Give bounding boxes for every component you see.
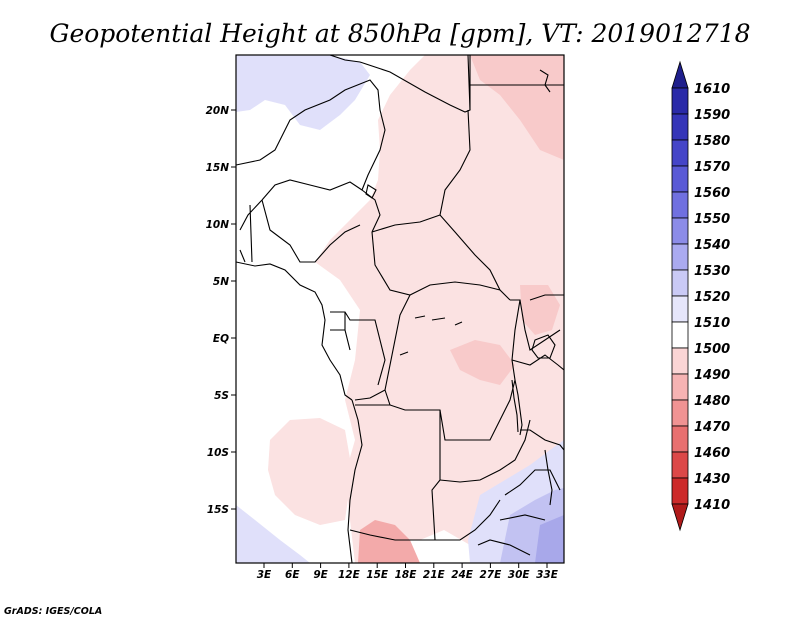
colorbar-label: 1610 [694,82,730,97]
lon-tick-label: 33E [536,569,559,581]
contour-pink-mid-east [520,285,560,335]
contour-pink-light [315,55,564,563]
coastline-southwest-africa [347,399,363,563]
colorbar-swatch [671,243,689,271]
colorbar-label: 1490 [694,368,730,383]
colorbar-label: 1570 [694,160,730,175]
lon-tick-label: 30E [508,569,531,581]
lat-tick-label: 15N [206,162,230,174]
colorbar-top-arrow [671,60,689,89]
lake-chad [365,184,377,199]
contour-blue-strong-southeast [535,515,564,563]
latitude-axis: 20N 15N 10N 5N EQ 5S 10S 15S [206,105,236,516]
colorbar-label: 1520 [694,290,730,305]
colorbar-label: 1560 [694,186,730,201]
colorbar-swatch [671,451,689,479]
colorbar-swatch [671,321,689,349]
lat-tick-label: 15S [207,504,229,516]
colorbar-label: 1410 [694,498,730,513]
lake-victoria [531,334,556,359]
colorbar-swatch [671,191,689,219]
border-nigeria [261,179,363,263]
map-frame [235,54,565,564]
longitude-axis: 3E 6E 9E 12E 15E 18E 21E 24E 27E 30E 33E [257,563,559,581]
colorbar-label: 1500 [694,342,730,357]
border-east-africa [511,294,564,371]
colorbar-swatch [671,139,689,167]
lon-tick-label: 15E [366,569,389,581]
colorbar-swatch [671,165,689,193]
colorbar-label: 1590 [694,108,730,123]
border-libya-egypt [329,55,471,113]
border-car [371,214,511,301]
lake-malawi [544,449,553,506]
lon-tick-label: 12E [338,569,361,581]
colorbar-swatch [671,295,689,323]
border-tanzania-mozambique [477,429,564,556]
contour-pink-mid-north [470,55,564,160]
colorbar-label: 1430 [694,472,730,487]
lon-tick-label: 21E [423,569,446,581]
lon-tick-label: 27E [480,569,503,581]
colorbar-swatch [671,425,689,453]
chart-title: Geopotential Height at 850hPa [gpm], VT:… [49,19,750,48]
colorbar-swatch [671,113,689,141]
lat-tick-label: 10S [207,447,229,459]
lon-tick-label: 6E [285,569,300,581]
colorbar-label: 1580 [694,134,730,149]
colorbar-swatch [671,477,689,505]
colorbar-swatch [671,373,689,401]
colorbar-swatch [671,269,689,297]
border-zambia [435,419,531,541]
colorbar-label: 1460 [694,446,730,461]
lon-tick-label: 3E [257,569,272,581]
contour-pink-mid-central [450,340,515,385]
contour-pink-light-southwest [268,418,352,525]
lat-tick-label: 5S [214,390,229,402]
contour-pink-strong-southwest [358,520,420,563]
contour-blue-light-southwest [236,505,310,563]
colorbar-label: 1540 [694,238,730,253]
colorbar-swatch [671,399,689,427]
coastline-west-africa [236,261,353,401]
lon-tick-label: 18E [395,569,418,581]
border-ghana-ivory [239,199,263,263]
colorbar-label: 1480 [694,394,730,409]
lat-tick-label: EQ [213,333,229,345]
map-panel [235,54,565,564]
colorbar-legend: 1610 1590 1580 1570 1560 1550 1540 1530 1520 1510… [671,60,730,532]
border-gabon-congo [330,311,386,386]
colorbar-bottom-arrow [671,503,689,532]
border-drc [354,294,521,441]
lat-tick-label: 20N [206,105,230,117]
colorbar-swatch [671,347,689,375]
lon-tick-label: 24E [451,569,474,581]
colorbar-label: 1550 [694,212,730,227]
colorbar-swatch [671,87,689,115]
lake-tanganyika [511,379,523,436]
colorbar-swatch [671,217,689,245]
colorbar-label: 1470 [694,420,730,435]
contour-fill-layer [236,55,564,563]
lon-tick-label: 9E [313,569,328,581]
lat-tick-label: 10N [206,219,230,231]
coastline-red-sea [539,69,551,93]
grads-credit: GrADS: IGES/COLA [4,606,102,617]
border-angola [349,404,441,541]
country-borders [236,55,564,563]
contour-blue-light-northwest [236,55,370,130]
colorbar-label: 1510 [694,316,730,331]
colorbar-label: 1530 [694,264,730,279]
lat-tick-label: 5N [213,276,229,288]
river-congo-fragment [399,315,463,356]
